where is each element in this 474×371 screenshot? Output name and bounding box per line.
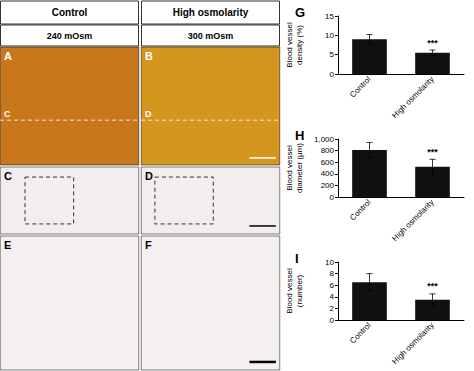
svg-text:G: G bbox=[295, 5, 305, 20]
svg-text:Control: Control bbox=[348, 75, 373, 100]
svg-text:***: *** bbox=[427, 147, 438, 157]
svg-text:Blood vessel: Blood vessel bbox=[285, 22, 294, 68]
svg-text:2: 2 bbox=[330, 304, 335, 313]
svg-text:D: D bbox=[145, 109, 152, 119]
svg-text:600: 600 bbox=[321, 158, 335, 167]
svg-text:Control: Control bbox=[348, 198, 373, 223]
svg-text:density (%): density (%) bbox=[295, 25, 304, 65]
svg-text:High osmolarity: High osmolarity bbox=[390, 75, 435, 120]
svg-text:5: 5 bbox=[330, 50, 335, 59]
svg-text:C: C bbox=[4, 109, 11, 119]
svg-text:C: C bbox=[4, 170, 12, 182]
svg-text:1,000: 1,000 bbox=[314, 135, 335, 144]
svg-text:***: *** bbox=[427, 281, 438, 291]
svg-text:0: 0 bbox=[330, 193, 335, 202]
svg-text:Blood vessel: Blood vessel bbox=[285, 145, 294, 191]
svg-text:4: 4 bbox=[330, 292, 335, 301]
svg-text:***: *** bbox=[427, 38, 438, 48]
svg-text:10: 10 bbox=[325, 258, 334, 267]
svg-text:400: 400 bbox=[321, 169, 335, 178]
svg-text:6: 6 bbox=[330, 281, 335, 290]
svg-text:(number): (number) bbox=[295, 274, 304, 307]
svg-text:15: 15 bbox=[325, 12, 334, 21]
svg-text:I: I bbox=[295, 251, 299, 266]
svg-text:240 mOsm: 240 mOsm bbox=[47, 31, 93, 41]
svg-text:F: F bbox=[145, 239, 152, 251]
svg-text:B: B bbox=[145, 50, 153, 62]
svg-text:D: D bbox=[145, 170, 153, 182]
svg-text:8: 8 bbox=[330, 269, 335, 278]
svg-text:10: 10 bbox=[325, 31, 334, 40]
svg-text:0: 0 bbox=[330, 70, 335, 79]
svg-text:800: 800 bbox=[321, 146, 335, 155]
svg-text:300 mOsm: 300 mOsm bbox=[188, 31, 234, 41]
svg-text:diameter (μm): diameter (μm) bbox=[295, 143, 304, 193]
svg-text:H: H bbox=[295, 128, 304, 143]
svg-text:Blood vessel: Blood vessel bbox=[285, 268, 294, 314]
svg-text:E: E bbox=[4, 239, 11, 251]
svg-text:0: 0 bbox=[330, 316, 335, 325]
svg-text:200: 200 bbox=[321, 181, 335, 190]
svg-text:Control: Control bbox=[348, 321, 373, 346]
svg-text:Control: Control bbox=[52, 7, 88, 18]
svg-text:High osmolarity: High osmolarity bbox=[390, 198, 435, 243]
svg-text:High osmolarity: High osmolarity bbox=[390, 321, 435, 366]
svg-text:High osmolarity: High osmolarity bbox=[173, 7, 249, 18]
svg-text:A: A bbox=[4, 50, 12, 62]
